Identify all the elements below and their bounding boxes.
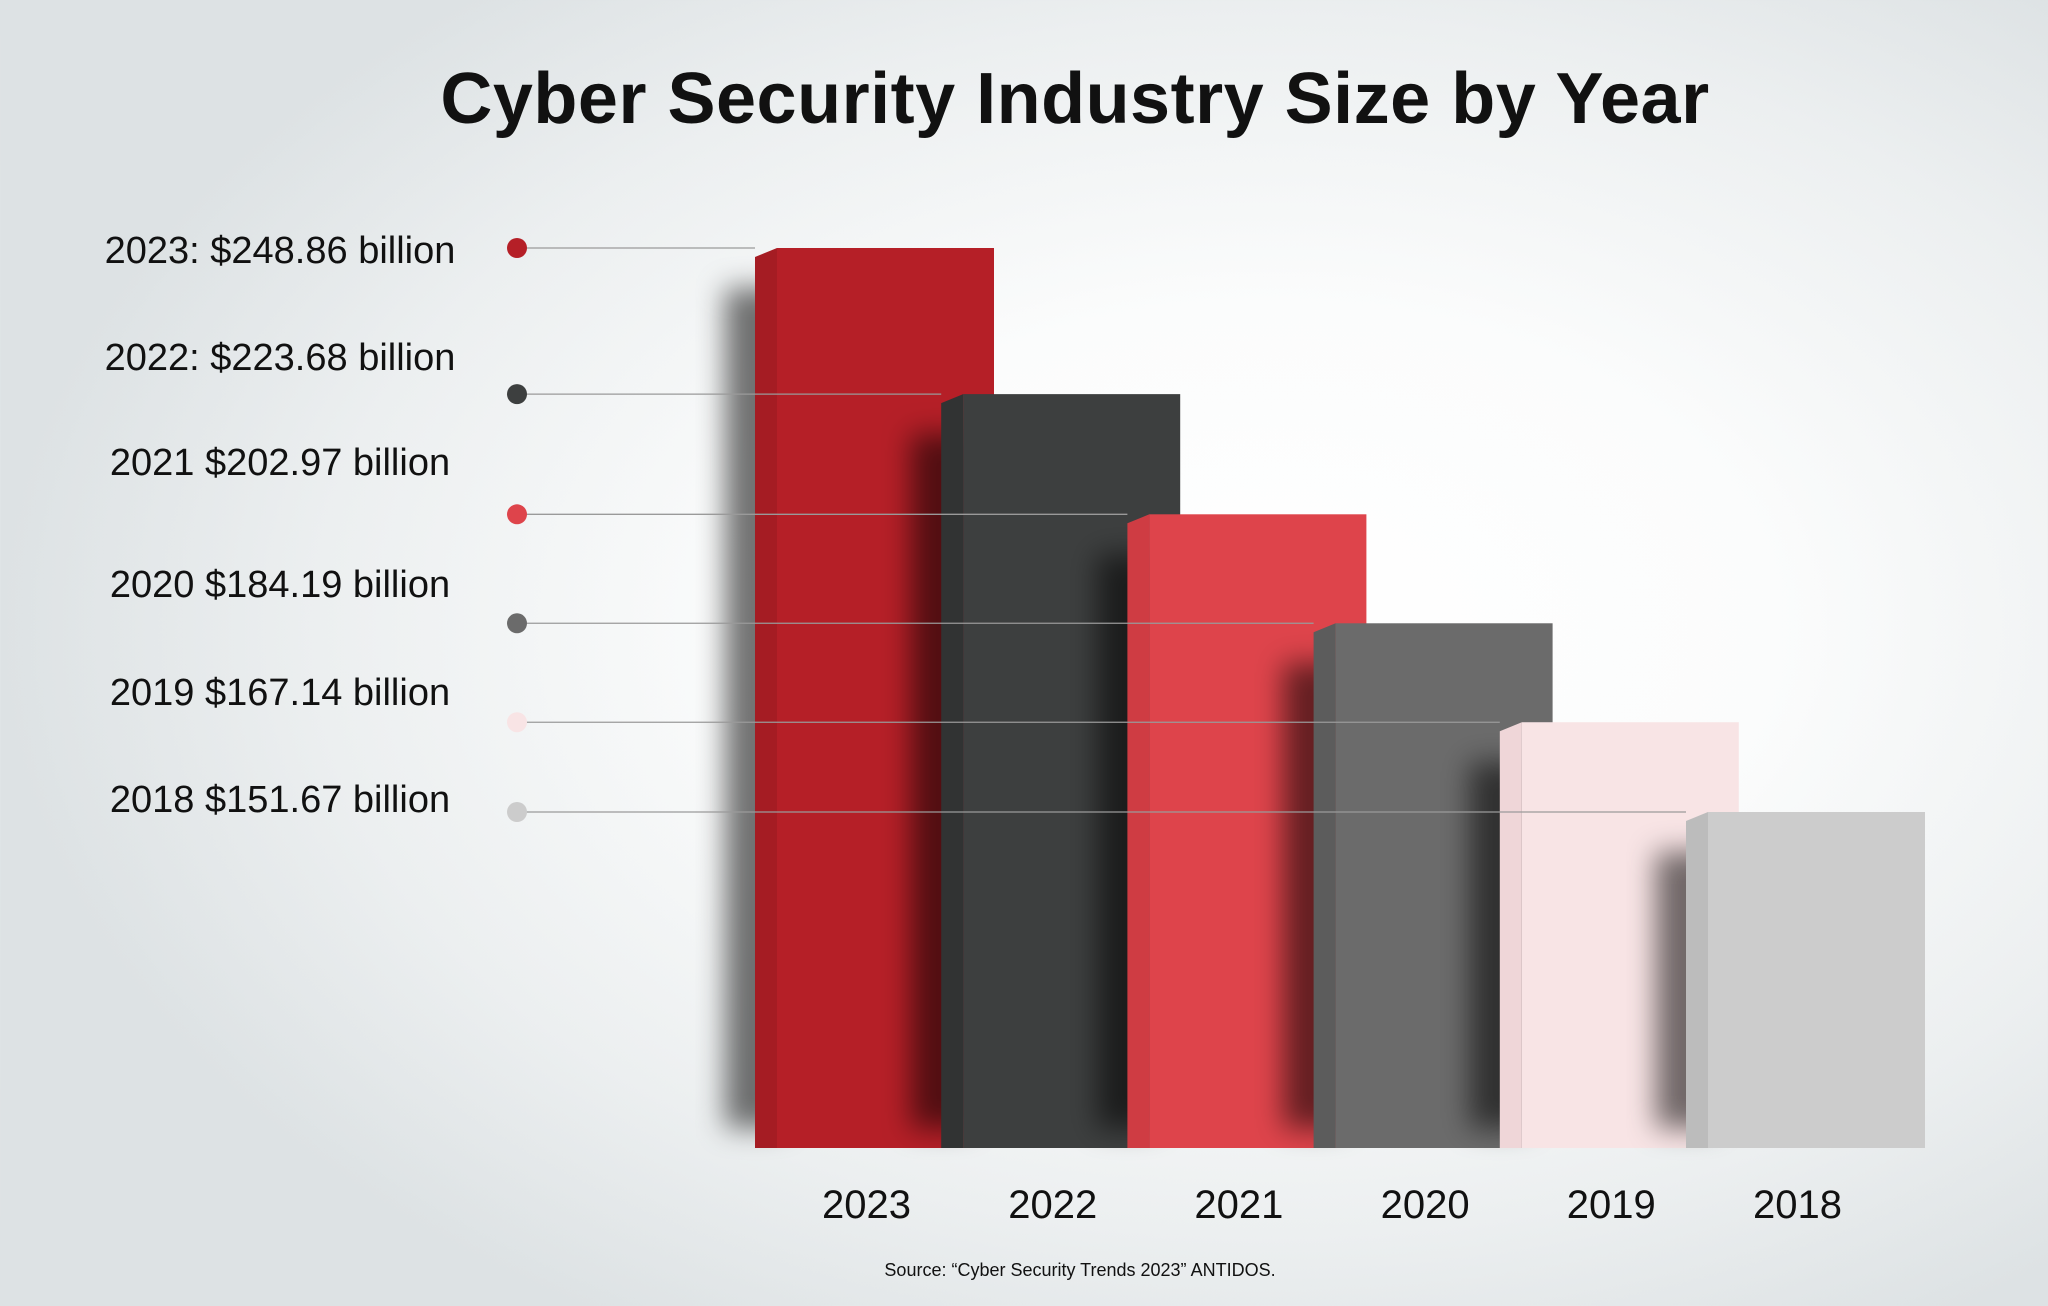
x-tick-label: 2019 [1567,1183,1656,1227]
legend-dot [507,712,527,733]
value-label: 2018 $151.67 billion [110,779,450,821]
bar-2018 [1708,812,1925,1148]
value-label: 2021 $202.97 billion [110,442,450,484]
legend-dot [507,504,527,525]
x-tick-label: 2018 [1753,1183,1842,1227]
value-label: 2020 $184.19 billion [110,564,450,606]
legend-dot [507,238,527,258]
bar-side [1127,514,1150,1148]
bar-side [755,248,777,1148]
value-label: 2023: $248.86 billion [105,230,456,272]
legend-dot [507,384,527,405]
value-label: 2019 $167.14 billion [110,672,450,714]
value-label: 2022: $223.68 billion [105,337,456,379]
legend-dot [507,613,527,634]
bar-side [1313,623,1336,1148]
x-tick-label: 2022 [1008,1183,1097,1227]
x-tick-label: 2023 [822,1183,911,1227]
bar-side [1686,812,1708,1148]
x-tick-label: 2020 [1381,1183,1470,1227]
x-tick-label: 2021 [1194,1183,1283,1227]
bar-side [1499,722,1522,1148]
bar-side [941,394,964,1148]
chart-title: Cyber Security Industry Size by Year [440,59,1710,139]
source-note: Source: “Cyber Security Trends 2023” ANT… [884,1260,1276,1280]
legend-dot [507,802,527,822]
